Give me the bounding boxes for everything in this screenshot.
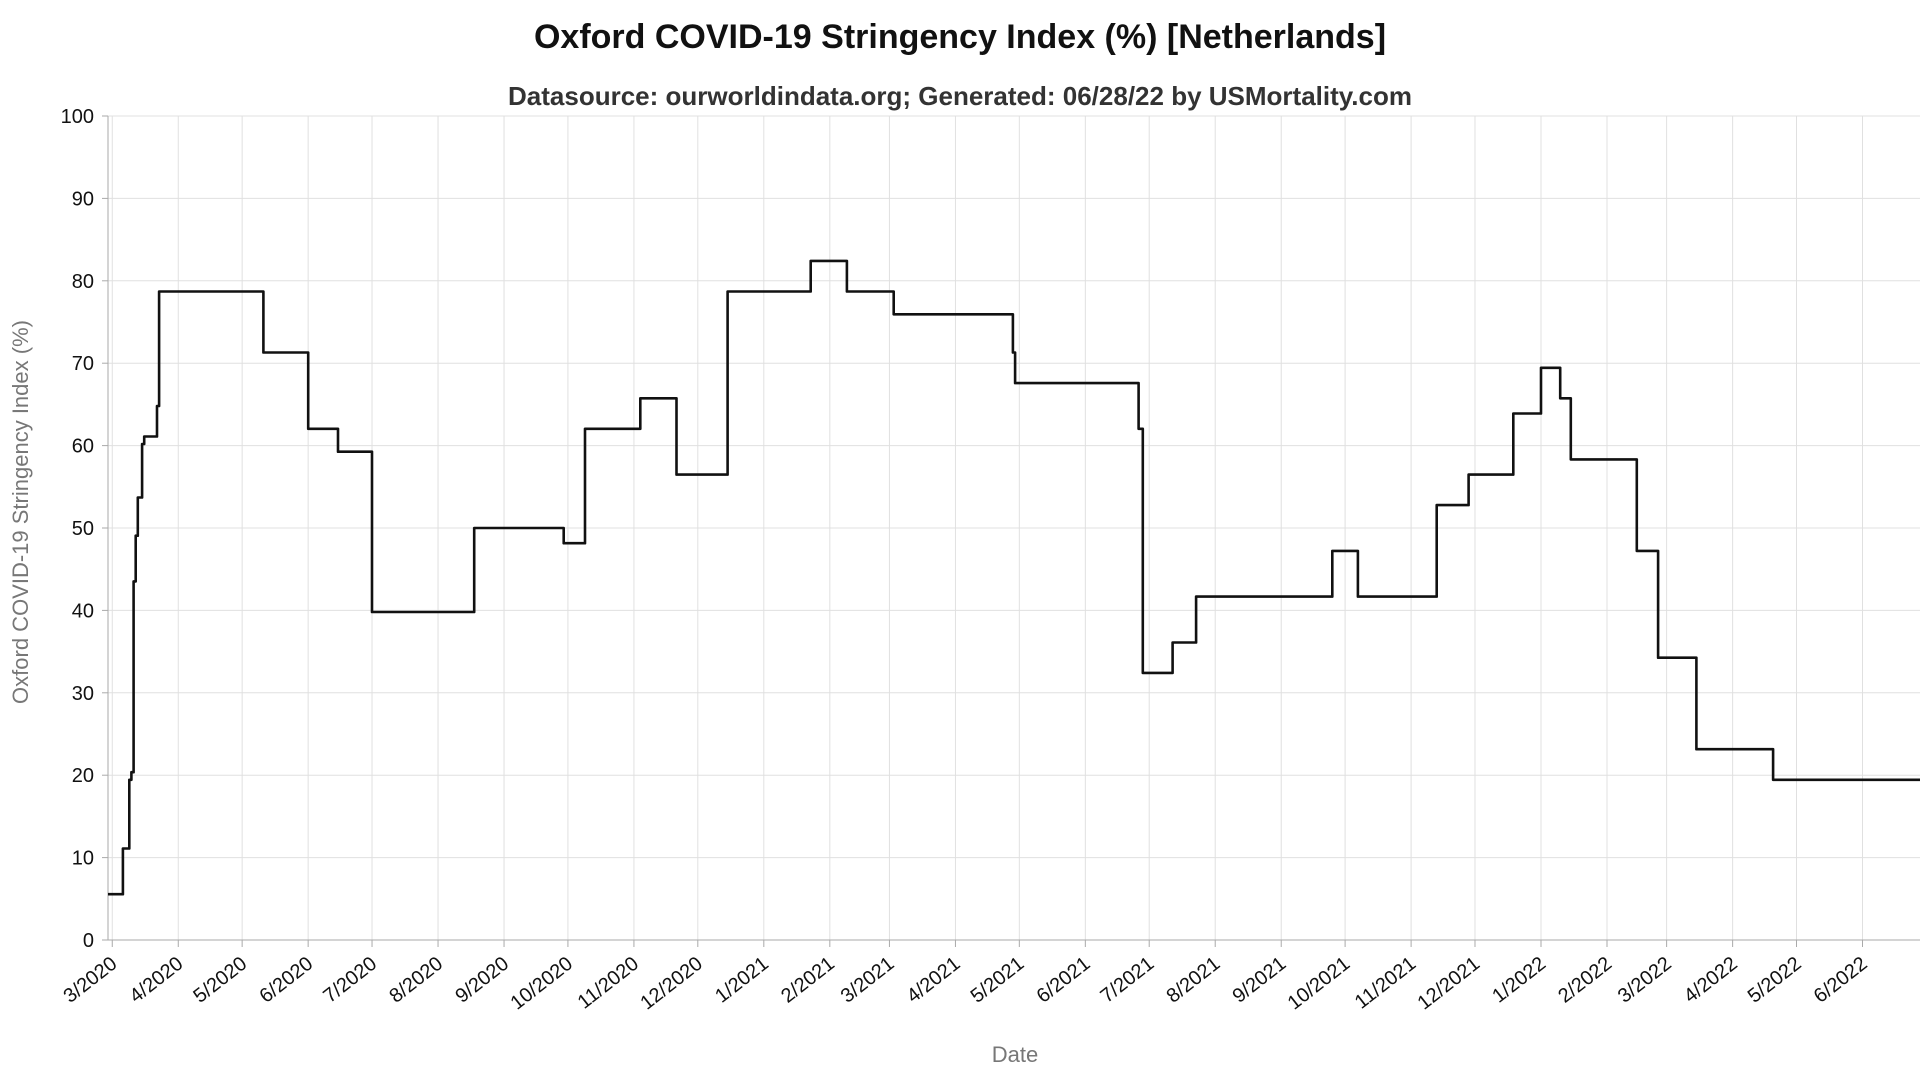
chart-title: Oxford COVID-19 Stringency Index (%) [Ne…	[534, 18, 1386, 56]
x-tick-label: 12/2020	[636, 953, 707, 1015]
x-tick-label: 9/2021	[1229, 953, 1291, 1008]
x-tick-label: 1/2021	[711, 953, 773, 1008]
x-tick-label: 4/2022	[1680, 953, 1742, 1008]
x-tick-label: 10/2020	[506, 953, 577, 1015]
y-tick-label: 90	[72, 188, 94, 210]
x-tick-label: 11/2021	[1351, 953, 1420, 1014]
y-tick-label: 20	[72, 765, 94, 787]
x-tick-labels: 3/2020 4/2020 5/2020 6/2020 7/2020 8/2020 9/20…	[60, 953, 1872, 1015]
x-tick-label: 3/2022	[1614, 953, 1676, 1008]
x-tick-label: 4/2021	[903, 953, 965, 1008]
y-tick-label: 10	[72, 848, 94, 870]
grid-lines	[108, 115, 1920, 941]
x-tick-label: 8/2021	[1163, 953, 1225, 1008]
y-tick-label: 50	[72, 518, 94, 540]
axes	[102, 115, 1920, 947]
x-tick-label: 9/2020	[451, 953, 513, 1008]
x-tick-label: 8/2020	[385, 953, 447, 1008]
x-tick-label: 5/2022	[1744, 953, 1806, 1008]
x-tick-label: 5/2021	[967, 953, 1029, 1008]
y-tick-label: 40	[72, 600, 94, 622]
x-tick-label: 6/2021	[1033, 953, 1095, 1008]
y-tick-label: 70	[72, 353, 94, 375]
x-tick-label: 1/2022	[1488, 953, 1550, 1008]
x-tick-label: 11/2020	[574, 953, 643, 1014]
x-tick-label: 3/2021	[837, 953, 899, 1008]
y-tick-label: 100	[61, 106, 94, 128]
x-tick-label: 7/2020	[319, 953, 381, 1008]
y-tick-label: 0	[83, 930, 94, 952]
x-tick-label: 6/2020	[255, 953, 317, 1008]
series-layer	[108, 259, 1920, 896]
chart-subtitle: Datasource: ourworldindata.org; Generate…	[508, 81, 1412, 111]
y-tick-label: 80	[72, 271, 94, 293]
y-tick-label: 30	[72, 683, 94, 705]
y-tick-labels: 0 10 20 30 40 50 60 70 80 90 100	[61, 106, 94, 952]
series-line-0	[108, 259, 1920, 896]
y-axis-label: Oxford COVID-19 Stringency Index (%)	[8, 320, 33, 704]
x-tick-label: 4/2020	[126, 953, 188, 1008]
x-tick-label: 12/2021	[1414, 953, 1485, 1015]
x-tick-label: 2/2021	[777, 953, 839, 1008]
x-tick-label: 10/2021	[1284, 953, 1355, 1015]
x-axis-label: Date	[992, 1042, 1038, 1067]
x-tick-label: 7/2021	[1097, 953, 1159, 1008]
x-tick-label: 3/2020	[60, 953, 122, 1008]
x-tick-label: 2/2022	[1554, 953, 1616, 1008]
x-tick-label: 6/2022	[1810, 953, 1872, 1008]
y-tick-label: 60	[72, 436, 94, 458]
x-tick-label: 5/2020	[189, 953, 251, 1008]
